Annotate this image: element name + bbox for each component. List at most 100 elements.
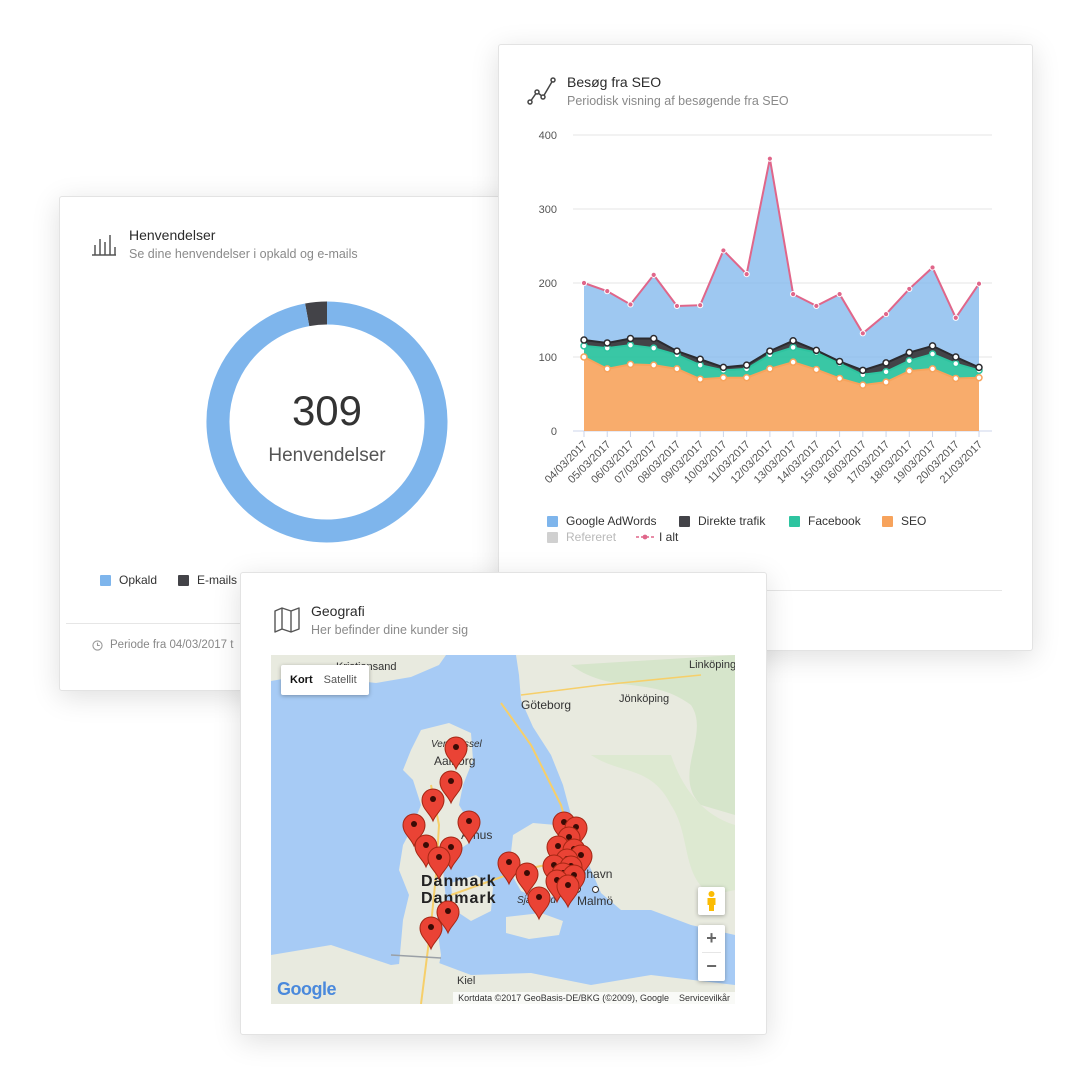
y-tick-label: 100 [539, 352, 557, 364]
point-seo[interactable] [835, 374, 844, 383]
point-direkte-trafik[interactable] [789, 336, 797, 345]
point-i-alt[interactable] [859, 330, 866, 337]
point-facebook[interactable] [649, 344, 658, 352]
point-direkte-trafik[interactable] [742, 361, 751, 369]
point-i-alt[interactable] [952, 314, 959, 321]
legend-google-adwords[interactable]: Google AdWords [547, 514, 657, 528]
legend-direkte-trafik[interactable]: Direkte trafik [679, 514, 765, 528]
legend-refereret[interactable]: Refereret [547, 530, 616, 544]
y-tick-label: 200 [539, 278, 557, 290]
point-i-alt[interactable] [836, 291, 843, 298]
point-i-alt[interactable] [975, 280, 983, 287]
point-seo[interactable] [742, 373, 751, 382]
point-direkte-trafik[interactable] [649, 334, 658, 343]
zoom-in-button[interactable]: + [706, 928, 717, 948]
point-direkte-trafik[interactable] [882, 359, 890, 367]
terms-link[interactable]: Servicevilkår [678, 993, 730, 1003]
area-google-adwords[interactable] [584, 158, 979, 371]
map-marker[interactable] [515, 862, 539, 897]
map-marker[interactable] [527, 886, 551, 921]
clock-icon [92, 640, 103, 651]
point-direkte-trafik[interactable] [905, 348, 914, 357]
point-facebook[interactable] [696, 361, 704, 369]
point-facebook[interactable] [789, 343, 797, 352]
point-direkte-trafik[interactable] [626, 334, 635, 343]
point-i-alt[interactable] [720, 247, 727, 254]
point-i-alt[interactable] [929, 264, 936, 271]
point-i-alt[interactable] [906, 285, 913, 293]
point-i-alt[interactable] [673, 302, 681, 310]
map-marker[interactable] [457, 810, 481, 845]
map-type-satellit[interactable]: Satellit [323, 674, 357, 686]
point-direkte-trafik[interactable] [952, 353, 960, 361]
map-marker[interactable] [556, 874, 580, 909]
legend-facebook[interactable]: Facebook [789, 514, 861, 528]
point-direkte-trafik[interactable] [603, 339, 611, 347]
point-direkte-trafik[interactable] [580, 336, 588, 344]
point-i-alt[interactable] [766, 155, 773, 162]
map-type-kort[interactable]: Kort [290, 674, 313, 686]
point-i-alt[interactable] [697, 302, 704, 309]
donut-slice-emails[interactable] [305, 301, 328, 327]
point-seo[interactable] [882, 378, 890, 386]
map-marker[interactable] [421, 788, 445, 823]
point-facebook[interactable] [928, 350, 937, 358]
point-i-alt[interactable] [650, 271, 657, 278]
point-facebook[interactable] [905, 356, 914, 365]
legend-seo[interactable]: SEO [882, 514, 926, 528]
legend-emails[interactable]: E-mails [178, 573, 237, 587]
point-seo[interactable] [766, 365, 774, 373]
map-marker[interactable] [402, 813, 426, 848]
point-direkte-trafik[interactable] [835, 357, 844, 366]
point-direkte-trafik[interactable] [719, 363, 728, 372]
point-seo[interactable] [603, 365, 611, 373]
point-seo[interactable] [928, 365, 937, 373]
street-view-button[interactable] [698, 887, 725, 915]
legend-label: Direkte trafik [698, 514, 766, 528]
point-seo[interactable] [673, 365, 681, 373]
point-seo[interactable] [789, 358, 797, 366]
point-seo[interactable] [580, 353, 588, 361]
point-direkte-trafik[interactable] [696, 355, 704, 363]
area-seo[interactable] [584, 357, 979, 431]
point-seo[interactable] [696, 375, 704, 383]
map-container[interactable]: Kristiansand Linköping Jönköping Götebor… [271, 655, 735, 1004]
point-i-alt[interactable] [813, 302, 820, 310]
map-marker[interactable] [444, 736, 468, 771]
zoom-out-button[interactable]: − [706, 956, 717, 976]
donut-slice-opkald[interactable] [206, 301, 448, 543]
point-seo[interactable] [975, 373, 983, 382]
legend-swatch [178, 574, 189, 586]
point-seo[interactable] [649, 361, 658, 369]
point-seo[interactable] [719, 373, 728, 382]
point-i-alt[interactable] [743, 271, 750, 278]
point-direkte-trafik[interactable] [928, 342, 937, 350]
legend-opkald[interactable]: Opkald [100, 573, 157, 587]
point-i-alt[interactable] [627, 301, 634, 308]
point-direkte-trafik[interactable] [975, 363, 983, 372]
point-seo[interactable] [905, 367, 914, 375]
point-seo[interactable] [859, 381, 867, 389]
point-seo[interactable] [626, 360, 635, 369]
point-facebook[interactable] [882, 368, 890, 376]
legend-i-alt[interactable]: I alt [636, 530, 678, 544]
point-direkte-trafik[interactable] [766, 347, 774, 355]
point-seo[interactable] [952, 374, 960, 383]
point-i-alt[interactable] [604, 288, 611, 295]
point-facebook[interactable] [626, 341, 635, 349]
point-direkte-trafik[interactable] [812, 346, 821, 355]
city-dot [592, 886, 599, 893]
point-direkte-trafik[interactable] [673, 347, 681, 355]
map-marker[interactable] [439, 770, 463, 805]
line-seo [583, 356, 980, 387]
map-marker[interactable] [427, 846, 451, 881]
point-facebook[interactable] [952, 359, 960, 368]
point-i-alt[interactable] [580, 279, 588, 287]
map-marker[interactable] [419, 916, 443, 951]
point-i-alt[interactable] [882, 310, 890, 318]
point-direkte-trafik[interactable] [859, 366, 867, 375]
point-facebook[interactable] [580, 342, 588, 350]
seo-area-chart: 010020030040004/03/201705/03/201706/03/2… [539, 130, 992, 486]
point-i-alt[interactable] [790, 291, 797, 298]
point-seo[interactable] [812, 365, 821, 374]
